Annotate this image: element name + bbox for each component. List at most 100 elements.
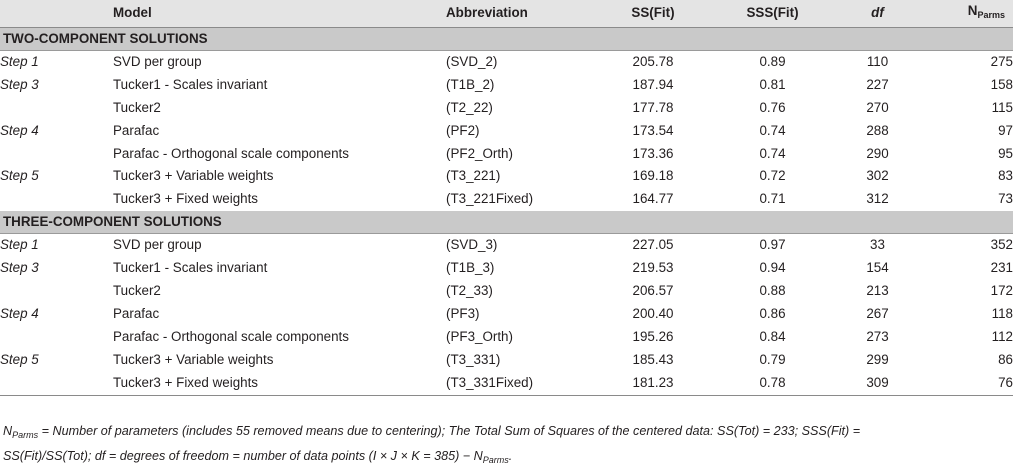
cell-df: 302 [866, 168, 889, 184]
cell-nparms: 76 [920, 371, 1013, 396]
cell-abbreviation: (T2_22) [446, 99, 493, 115]
cell-nparms: 112 [991, 328, 1013, 344]
cell-nparms: 158 [990, 76, 1013, 92]
cell-df: 270 [866, 99, 889, 115]
header-sss-fit: SSS(Fit) [710, 0, 835, 28]
cell-nparms: 83 [998, 168, 1013, 184]
cell-abbreviation: (T3_221Fixed) [446, 191, 534, 207]
cell-abbreviation: (T2_33) [446, 283, 493, 299]
cell-abbreviation: (PF3_Orth) [446, 328, 513, 344]
cell-nparms: 95 [998, 145, 1013, 161]
cell-model: Tucker2 [113, 99, 161, 115]
cell-ss-fit: 185.43 [632, 351, 674, 367]
footnote-text-1: = Number of parameters (includes 55 remo… [38, 424, 861, 438]
section-header-row: THREE-COMPONENT SOLUTIONS [0, 211, 1013, 235]
header-model: Model [113, 0, 446, 28]
cell-abbreviation: (SVD_2) [446, 53, 498, 69]
table-row: Step 5 Tucker3 + Variable weights (T3_331)… [0, 349, 1013, 372]
header-row: Model Abbreviation SS(Fit) SSS(Fit) df N… [0, 0, 1013, 28]
footnote-text-2: SS(Fit)/SS(Tot); df = degrees of freedom… [3, 449, 474, 463]
table-row: Step 3 Tucker1 - Scales invariant (T1B_3) 2… [0, 257, 1013, 280]
table-row: Tucker3 + Fixed weights (T3_221Fixed) 164.… [0, 188, 1013, 211]
table-row: Step 5 Tucker3 + Variable weights (T3_221)… [0, 165, 1013, 188]
cell-ss-fit: 227.05 [632, 237, 674, 253]
cell-ss-fit: 173.36 [632, 145, 674, 161]
cell-model: Tucker3 + Variable weights [113, 168, 274, 184]
cell-model: Parafac - Orthogonal scale components [113, 328, 349, 344]
cell-abbreviation: (T3_331) [446, 351, 501, 367]
cell-nparms: 352 [990, 237, 1013, 253]
cell-df: 273 [866, 328, 889, 344]
cell-abbreviation: (PF2_Orth) [446, 145, 513, 161]
cell-sss-fit: 0.72 [759, 168, 786, 184]
cell-abbreviation: (T1B_3) [446, 260, 495, 276]
cell-step: Step 1 [0, 53, 39, 69]
cell-model: Parafac [113, 305, 160, 321]
cell-df: 312 [866, 191, 889, 207]
cell-nparms: 275 [990, 53, 1013, 69]
footnote-symbol-sub: Parms [12, 430, 39, 440]
cell-sss-fit: 0.78 [710, 371, 835, 396]
cell-df: 213 [866, 283, 889, 299]
cell-abbreviation: (T3_221) [446, 168, 501, 184]
header-ss-fit: SS(Fit) [596, 0, 710, 28]
cell-model: Tucker3 + Variable weights [113, 351, 274, 367]
cell-ss-fit: 169.18 [632, 168, 674, 184]
cell-step: Step 4 [0, 122, 39, 138]
header-step [0, 0, 113, 28]
cell-sss-fit: 0.89 [759, 53, 786, 69]
cell-model: Tucker3 + Fixed weights [113, 191, 259, 207]
footnote-symbol-2-sub: Parms [482, 455, 509, 465]
cell-sss-fit: 0.94 [759, 260, 786, 276]
cell-sss-fit: 0.81 [759, 76, 786, 92]
cell-df: 309 [835, 371, 920, 396]
cell-abbreviation: (T1B_2) [446, 76, 495, 92]
table-row: Parafac - Orthogonal scale components (PF… [0, 143, 1013, 166]
cell-ss-fit: 181.23 [596, 371, 710, 396]
cell-df: 288 [866, 122, 889, 138]
cell-nparms: 118 [991, 305, 1013, 321]
cell-sss-fit: 0.79 [759, 351, 786, 367]
cell-ss-fit: 205.78 [632, 53, 674, 69]
cell-nparms: 86 [998, 351, 1013, 367]
header-nparms-sub: Parms [977, 10, 1005, 20]
cell-nparms: 172 [990, 283, 1013, 299]
section-title: THREE-COMPONENT SOLUTIONS [0, 211, 1013, 235]
cell-sss-fit: 0.88 [759, 283, 786, 299]
cell-step [0, 326, 113, 349]
cell-step: Step 5 [0, 351, 39, 367]
cell-step [0, 143, 113, 166]
cell-df: 154 [866, 260, 889, 276]
table-row: Step 1 SVD per group (SVD_3) 227.05 0.97 33 35… [0, 234, 1013, 257]
footnote-line-2: SS(Fit)/SS(Tot); df = degrees of freedom… [3, 446, 1008, 471]
cell-nparms: 97 [998, 122, 1013, 138]
header-nparms-base: N [967, 3, 978, 18]
table-row: Step 1 SVD per group (SVD_2) 205.78 0.89 110 2… [0, 50, 1013, 73]
cell-step [0, 371, 113, 396]
cell-abbreviation: (T3_331Fixed) [446, 371, 596, 396]
header-abbreviation: Abbreviation [446, 0, 596, 28]
cell-model: Parafac - Orthogonal scale components [113, 145, 349, 161]
table-row: Tucker2 (T2_22) 177.78 0.76 270 115 [0, 97, 1013, 120]
cell-df: 110 [866, 53, 889, 69]
results-table: Model Abbreviation SS(Fit) SSS(Fit) df N… [0, 0, 1013, 396]
table-row: Tucker2 (T2_33) 206.57 0.88 213 172 [0, 280, 1013, 303]
table-footnote: NParms = Number of parameters (includes … [3, 421, 1008, 471]
cell-sss-fit: 0.97 [759, 237, 786, 253]
cell-sss-fit: 0.74 [759, 122, 786, 138]
cell-sss-fit: 0.84 [759, 328, 786, 344]
cell-ss-fit: 164.77 [632, 191, 674, 207]
cell-step: Step 4 [0, 305, 39, 321]
cell-step [0, 188, 113, 211]
section-title: TWO-COMPONENT SOLUTIONS [0, 26, 1013, 51]
cell-model: Tucker3 + Fixed weights [113, 371, 446, 396]
cell-model: Tucker2 [113, 283, 161, 299]
cell-abbreviation: (PF3) [446, 305, 480, 321]
cell-abbreviation: (PF2) [446, 122, 480, 138]
cell-step: Step 1 [0, 237, 39, 253]
cell-nparms: 73 [998, 191, 1013, 207]
cell-sss-fit: 0.71 [759, 191, 786, 207]
footnote-symbol: N [3, 424, 13, 438]
cell-ss-fit: 206.57 [632, 283, 674, 299]
